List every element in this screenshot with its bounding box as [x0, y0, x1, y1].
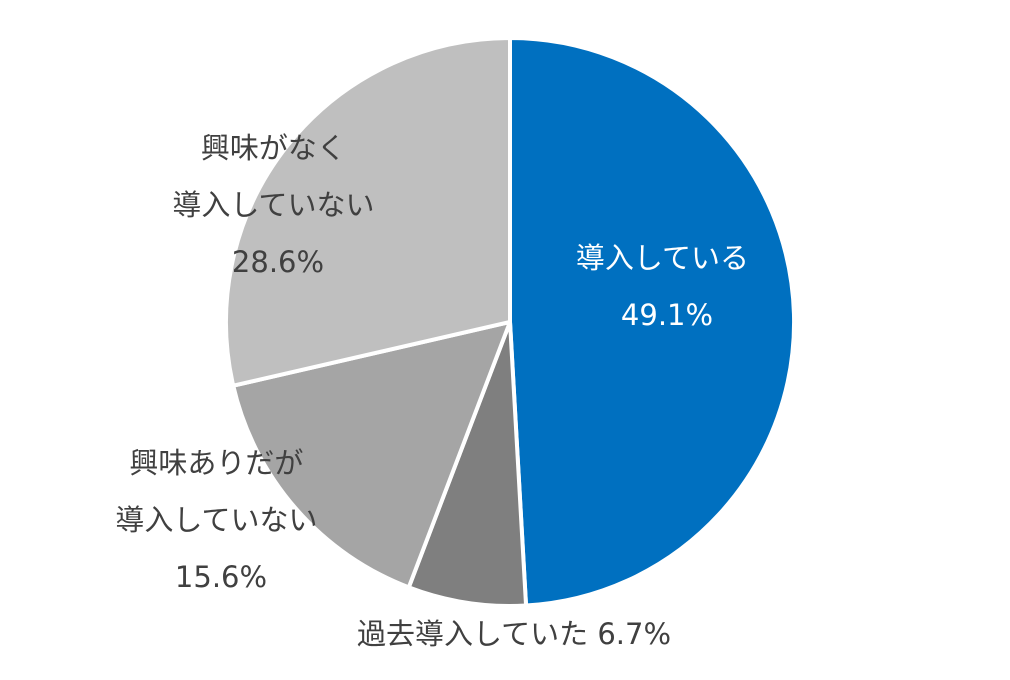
- pie-slice-1: [406, 320, 529, 608]
- pie-slice-2: [231, 320, 512, 590]
- slice-label-dounyu-shiteiru: 導入している 49.1%: [576, 241, 758, 332]
- slice-label-line: 興味ありだが: [129, 446, 303, 480]
- slice-label-kyoumi-nashi: 興味がなく 導入していない 28.6%: [172, 131, 383, 279]
- slice-label-spacer: [588, 617, 597, 651]
- slice-label-line: 導入していない: [172, 188, 374, 222]
- slice-value-label: 49.1%: [621, 298, 713, 332]
- slice-label-line: 興味がなく: [201, 131, 346, 165]
- pie-slice-3: [224, 36, 512, 388]
- slice-value-label: 28.6%: [232, 245, 324, 279]
- slice-label-line: 導入している: [576, 241, 749, 275]
- pie-labels: 導入している 49.1% 過去導入していた 6.7% 興味ありだが 導入していな…: [115, 131, 758, 651]
- pie-slices: [224, 36, 797, 608]
- slice-label-kako-dounyu: 過去導入していた 6.7%: [357, 617, 671, 651]
- slice-label-line: 導入していない: [115, 503, 317, 537]
- pie-slice-0: [508, 36, 797, 608]
- slice-label-line: 過去導入していた: [357, 617, 588, 651]
- slice-label-kyoumi-ari: 興味ありだが 導入していない 15.6%: [115, 446, 326, 594]
- slice-value-label: 15.6%: [175, 560, 267, 594]
- slice-value-label: 6.7%: [597, 617, 671, 651]
